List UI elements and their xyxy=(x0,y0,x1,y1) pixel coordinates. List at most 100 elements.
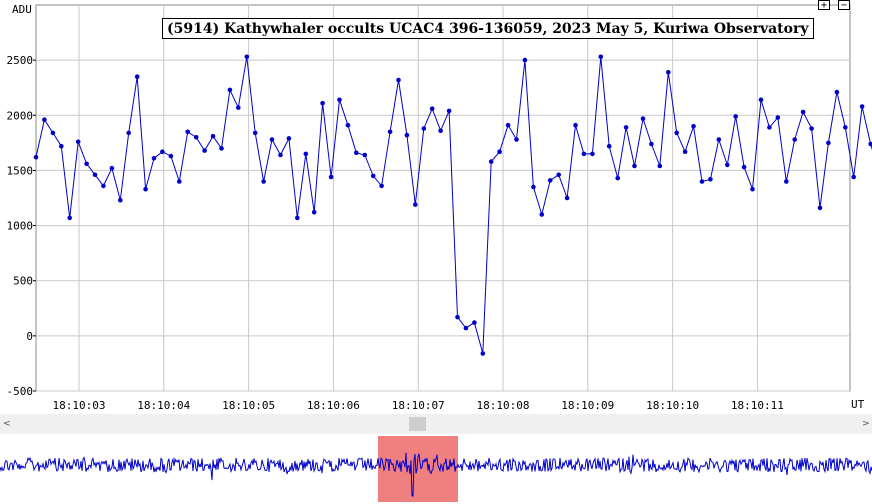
data-point xyxy=(413,202,418,207)
data-point xyxy=(118,197,123,203)
data-point xyxy=(522,57,528,63)
data-point xyxy=(472,320,477,325)
data-point xyxy=(767,125,772,130)
data-point xyxy=(868,141,872,147)
data-point xyxy=(151,156,157,161)
data-point xyxy=(556,172,561,178)
x-tick-label: 18:10:08 xyxy=(477,399,530,412)
data-point xyxy=(488,159,494,164)
data-point xyxy=(809,126,814,131)
data-point xyxy=(505,122,511,128)
data-point xyxy=(817,205,823,211)
data-point xyxy=(345,122,351,128)
data-point xyxy=(33,154,39,160)
data-point xyxy=(581,151,587,157)
data-point xyxy=(463,325,469,331)
data-point xyxy=(691,124,696,129)
data-point xyxy=(497,149,502,154)
data-point xyxy=(202,148,207,153)
data-point xyxy=(792,137,797,142)
data-point xyxy=(455,314,460,320)
x-tick-label: 18:10:07 xyxy=(392,399,445,412)
data-point xyxy=(438,128,443,133)
overview-highlight-window[interactable] xyxy=(378,436,458,502)
data-point xyxy=(741,164,747,170)
y-tick-label: 2500 xyxy=(7,54,34,67)
data-point xyxy=(185,129,190,135)
data-point xyxy=(800,109,806,115)
data-point xyxy=(775,115,781,120)
data-point xyxy=(615,175,620,181)
data-point xyxy=(539,212,545,217)
data-point xyxy=(699,179,705,184)
data-point xyxy=(295,215,300,221)
data-point xyxy=(311,210,317,215)
x-tick-label: 18:10:06 xyxy=(307,399,360,412)
data-point xyxy=(370,173,376,179)
data-point xyxy=(42,117,47,122)
x-tick-label: 18:10:05 xyxy=(222,399,275,412)
data-point xyxy=(666,70,671,75)
data-point xyxy=(606,143,612,149)
zoom-out-button[interactable]: − xyxy=(838,0,850,11)
data-point xyxy=(784,179,789,184)
data-point xyxy=(733,114,738,119)
data-point xyxy=(429,106,435,111)
data-point xyxy=(92,172,98,178)
data-point xyxy=(252,130,258,136)
data-point xyxy=(590,151,595,157)
data-point xyxy=(632,163,637,169)
data-point xyxy=(75,139,81,145)
x-axis-label: UT xyxy=(851,398,865,411)
data-point xyxy=(261,179,266,184)
data-point xyxy=(421,126,427,131)
data-point xyxy=(109,165,115,171)
zoom-in-button[interactable]: + xyxy=(818,0,830,11)
plot-area xyxy=(35,4,851,392)
data-point xyxy=(126,130,131,136)
data-point xyxy=(480,351,486,356)
data-point xyxy=(354,150,359,156)
data-point xyxy=(269,137,275,142)
data-point xyxy=(446,108,452,114)
data-point xyxy=(219,146,224,151)
x-tick-label: 18:10:11 xyxy=(731,399,784,412)
data-point xyxy=(286,136,292,141)
data-point xyxy=(177,179,182,184)
chart-title: (5914) Kathywhaler occults UCAC4 396-136… xyxy=(162,18,814,39)
data-point xyxy=(244,54,250,60)
data-point xyxy=(303,151,309,157)
data-point xyxy=(859,104,865,109)
y-tick-label: -500 xyxy=(7,385,34,398)
data-point xyxy=(193,135,199,140)
data-point xyxy=(320,100,325,106)
data-point xyxy=(514,137,519,142)
horizontal-scrollbar[interactable]: < > xyxy=(0,414,872,434)
data-point xyxy=(328,174,334,180)
x-tick-label: 18:10:09 xyxy=(561,399,614,412)
data-point xyxy=(59,143,64,149)
data-point xyxy=(851,174,856,180)
data-point xyxy=(564,195,570,201)
data-point xyxy=(67,215,72,221)
x-tick-label: 18:10:03 xyxy=(53,399,106,412)
data-point xyxy=(623,125,629,130)
data-point xyxy=(84,161,89,167)
data-point xyxy=(404,132,410,138)
data-point xyxy=(573,122,578,128)
scroll-right-arrow-icon[interactable]: > xyxy=(862,419,870,429)
data-point xyxy=(379,183,384,189)
data-point xyxy=(758,97,764,103)
overview-strip[interactable] xyxy=(0,434,872,504)
data-point xyxy=(160,149,165,154)
x-tick-label: 18:10:10 xyxy=(646,399,699,412)
data-point xyxy=(598,54,604,60)
data-point xyxy=(657,163,663,169)
data-point xyxy=(682,149,688,154)
y-tick-label: 500 xyxy=(13,275,33,288)
scroll-left-arrow-icon[interactable]: < xyxy=(3,419,11,429)
data-point xyxy=(134,74,140,79)
scroll-thumb[interactable] xyxy=(409,417,426,431)
data-point xyxy=(826,140,831,146)
data-point xyxy=(168,153,174,159)
